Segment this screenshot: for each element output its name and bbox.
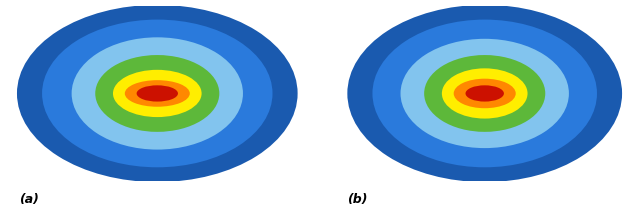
Ellipse shape [454,79,516,108]
Ellipse shape [95,55,220,132]
Ellipse shape [17,5,298,182]
Ellipse shape [113,70,202,117]
Ellipse shape [72,37,243,150]
Ellipse shape [442,68,528,119]
Ellipse shape [465,85,504,102]
Ellipse shape [125,80,190,107]
Ellipse shape [401,39,569,148]
Ellipse shape [424,55,545,132]
Text: (b): (b) [347,193,367,206]
Text: (a): (a) [19,193,39,206]
Ellipse shape [347,5,622,182]
Ellipse shape [372,20,597,167]
Ellipse shape [42,20,272,167]
Ellipse shape [137,85,178,102]
